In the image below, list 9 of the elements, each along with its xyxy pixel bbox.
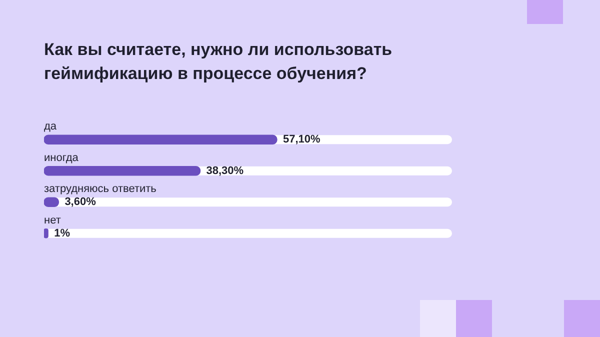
y-tick-label: затрудняюсь ответить [44, 183, 157, 196]
data-label: 57,10% [282, 134, 320, 146]
y-tick-label: да [44, 120, 58, 133]
chart-title: Как вы считаете, нужно ли использовать геймификацию в процессе обучения? [44, 39, 394, 85]
y-tick-label: иногда [44, 152, 80, 164]
data-label: 1% [54, 227, 70, 240]
y-tick-label: нет [44, 214, 61, 226]
data-label: 3,60% [64, 196, 96, 208]
data-label: 38,30% [206, 164, 244, 177]
